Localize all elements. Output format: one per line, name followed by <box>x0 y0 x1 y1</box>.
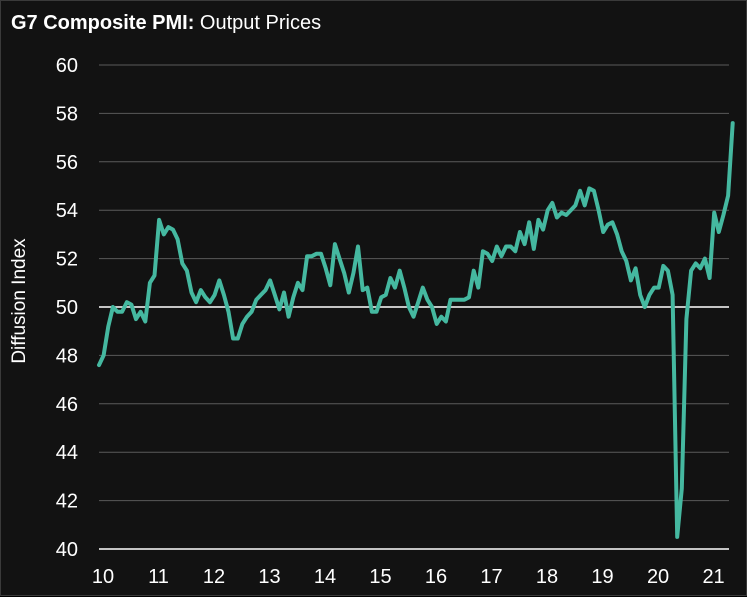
x-tick-label: 18 <box>536 566 558 588</box>
y-tick-label: 42 <box>56 491 78 513</box>
y-tick-label: 50 <box>56 297 78 319</box>
chart-title-rest: Output Prices <box>194 12 322 34</box>
y-tick-label: 46 <box>56 394 78 416</box>
y-tick-label: 40 <box>56 539 78 561</box>
series-line <box>97 121 735 539</box>
x-tick-label: 13 <box>258 566 280 588</box>
x-tick-label: 11 <box>148 566 169 588</box>
y-tick-label: 60 <box>56 55 78 77</box>
y-axis-ticks: 40 42 44 46 48 50 52 54 56 58 60 <box>56 55 78 561</box>
y-tick-label: 58 <box>56 103 78 125</box>
x-tick-label: 19 <box>591 566 613 588</box>
x-tick-label: 10 <box>92 566 114 588</box>
y-tick-label: 48 <box>56 345 78 367</box>
x-axis-ticks: 10 11 12 13 14 15 16 17 18 19 20 21 <box>92 566 725 588</box>
series-group <box>97 121 735 539</box>
x-tick-label: 20 <box>647 566 669 588</box>
gridlines <box>99 64 729 550</box>
chart-title: G7 Composite PMI: Output Prices <box>11 12 321 35</box>
chart-title-bold: G7 Composite PMI: <box>11 12 195 34</box>
y-tick-label: 54 <box>56 200 78 222</box>
x-tick-label: 14 <box>314 566 336 588</box>
y-tick-label: 52 <box>56 249 78 271</box>
x-tick-label: 21 <box>702 566 724 588</box>
x-tick-label: 15 <box>369 566 391 588</box>
y-tick-label: 56 <box>56 152 78 174</box>
x-tick-label: 17 <box>480 566 502 588</box>
x-tick-label: 12 <box>203 566 225 588</box>
x-tick-label: 16 <box>425 566 447 588</box>
y-tick-label: 44 <box>56 442 78 464</box>
